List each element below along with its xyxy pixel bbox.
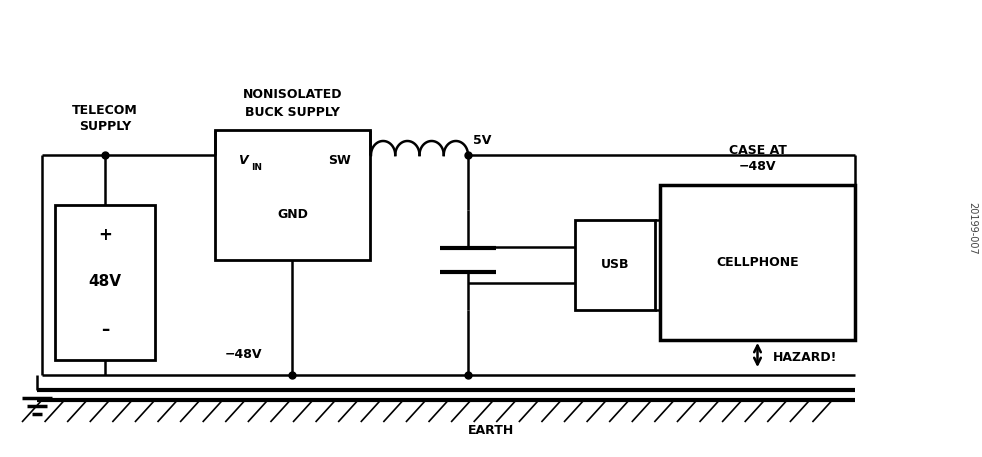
Text: +: + [98, 226, 112, 244]
Text: –: – [101, 321, 109, 339]
Text: IN: IN [251, 164, 262, 172]
Text: 5V: 5V [473, 133, 491, 147]
Text: TELECOM: TELECOM [72, 103, 137, 117]
Bar [575, 220, 655, 310]
Text: V: V [239, 154, 247, 166]
Text: SW: SW [329, 154, 352, 166]
Text: 20199-007: 20199-007 [967, 202, 977, 255]
Text: USB: USB [601, 259, 629, 271]
Bar [660, 185, 855, 340]
Text: GND: GND [277, 208, 308, 222]
Text: −48V: −48V [225, 349, 262, 361]
Bar [215, 130, 370, 260]
Text: EARTH: EARTH [467, 424, 515, 436]
Text: 48V: 48V [88, 275, 122, 289]
Text: SUPPLY: SUPPLY [79, 121, 132, 133]
Text: HAZARD!: HAZARD! [773, 351, 837, 364]
Text: BUCK SUPPLY: BUCK SUPPLY [246, 106, 340, 118]
Text: −48V: −48V [738, 160, 776, 174]
Text: CELLPHONE: CELLPHONE [716, 256, 798, 269]
Text: CASE AT: CASE AT [729, 143, 787, 156]
Bar [55, 205, 155, 360]
Text: NONISOLATED: NONISOLATED [243, 89, 343, 101]
